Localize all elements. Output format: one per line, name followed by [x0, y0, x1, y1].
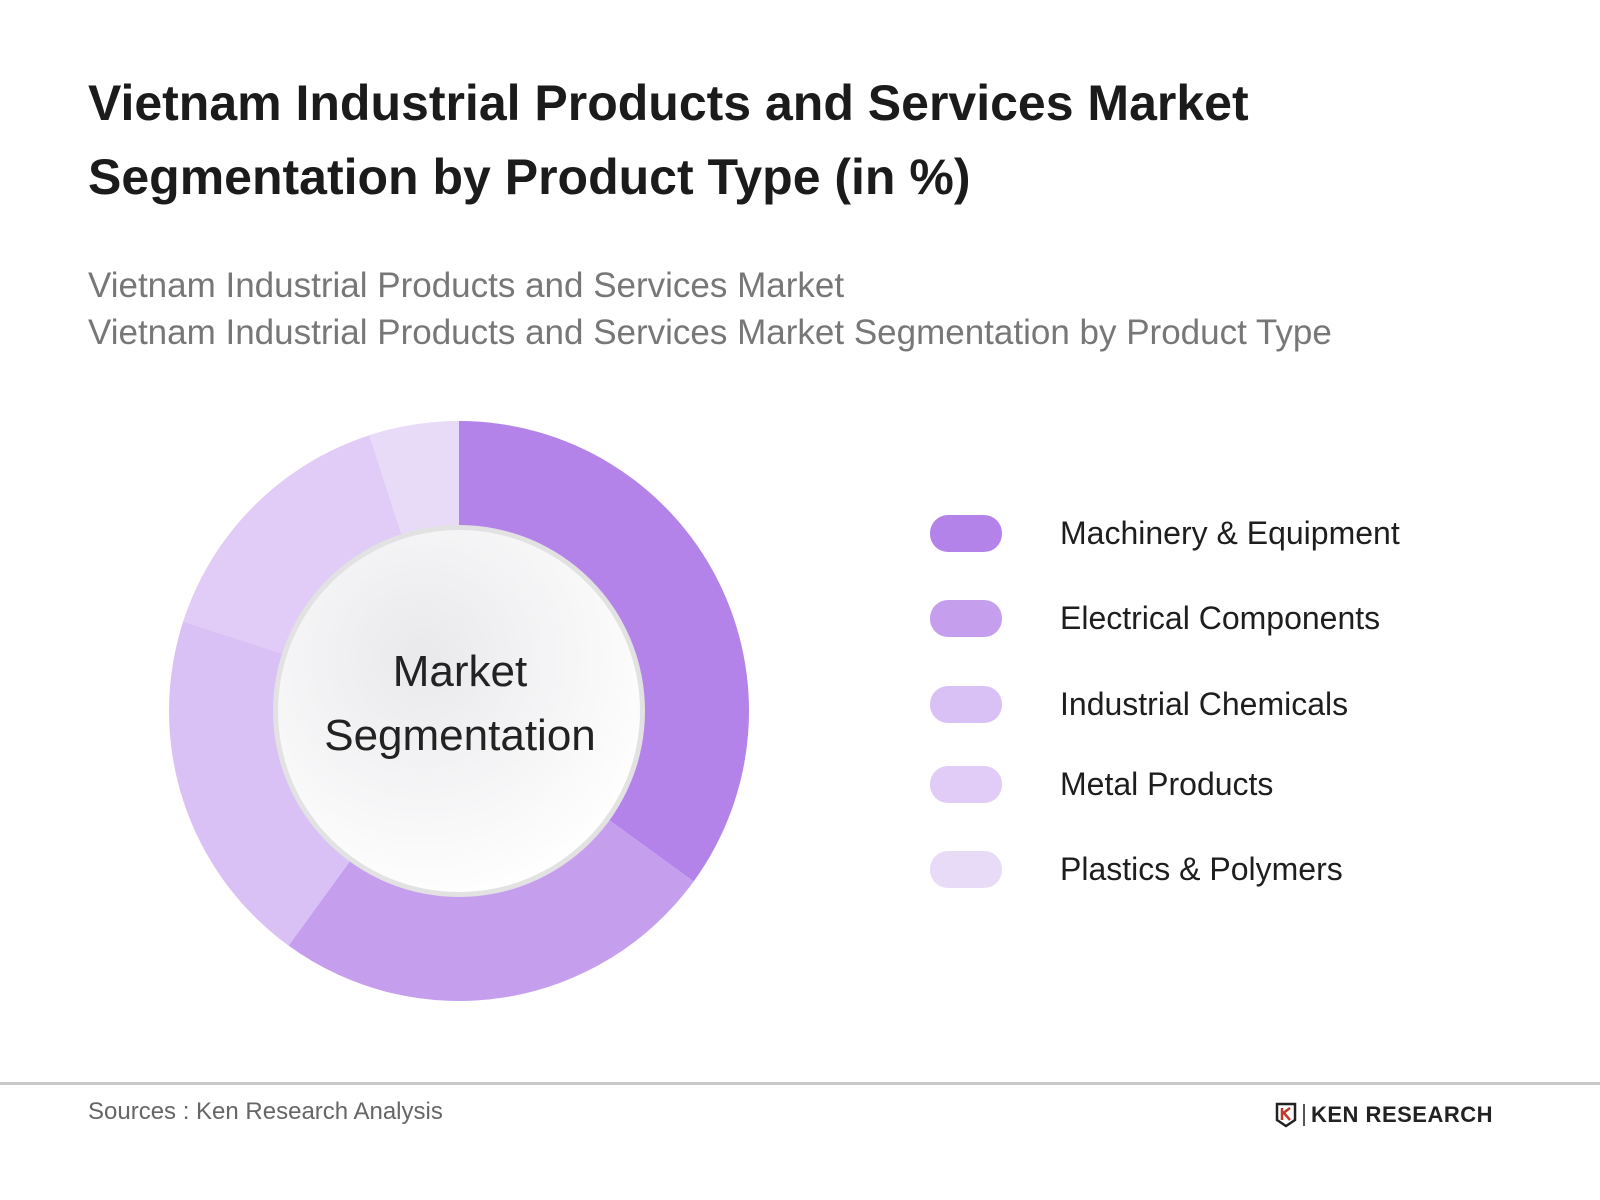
ken-logo-icon	[1275, 1102, 1297, 1128]
legend-swatch	[930, 766, 1002, 803]
legend-label: Industrial Chemicals	[1060, 686, 1349, 722]
center-disc	[278, 530, 640, 892]
subtitle-line-2: Vietnam Industrial Products and Services…	[88, 313, 1332, 352]
center-label: Market Segmentation	[280, 640, 640, 768]
legend-item: Industrial Chemicals	[930, 686, 1530, 726]
legend-swatch	[930, 851, 1002, 888]
donut-slice-industrial-chemicals	[168, 621, 371, 946]
ken-research-logo: KEN RESEARCH	[1275, 1101, 1493, 1129]
legend-label: Machinery & Equipment	[1060, 515, 1400, 551]
legend-item: Electrical Components	[930, 600, 1530, 640]
legend-item: Metal Products	[930, 766, 1530, 806]
center-label-line-2: Segmentation	[324, 711, 596, 760]
chart-subtitle: Vietnam Industrial Products and Services…	[88, 262, 1332, 356]
legend-label: Metal Products	[1060, 766, 1274, 802]
legend-item: Machinery & Equipment	[930, 515, 1530, 555]
legend-swatch	[930, 515, 1002, 552]
center-label-line-1: Market	[392, 647, 528, 696]
chart-title: Vietnam Industrial Products and Services…	[88, 75, 1249, 205]
logo-text: KEN RESEARCH	[1311, 1102, 1494, 1127]
subtitle-line-1: Vietnam Industrial Products and Services…	[88, 266, 845, 305]
logo-divider	[1303, 1104, 1305, 1126]
legend-label: Electrical Components	[1060, 600, 1381, 636]
footer-divider	[0, 1082, 1600, 1085]
legend-swatch	[930, 600, 1002, 637]
donut-slice-metal-products	[183, 435, 413, 665]
legend-swatch	[930, 686, 1002, 723]
legend-label: Plastics & Polymers	[1060, 851, 1343, 887]
source-note: Sources : Ken Research Analysis	[88, 1098, 443, 1125]
legend-item: Plastics & Polymers	[930, 851, 1530, 891]
